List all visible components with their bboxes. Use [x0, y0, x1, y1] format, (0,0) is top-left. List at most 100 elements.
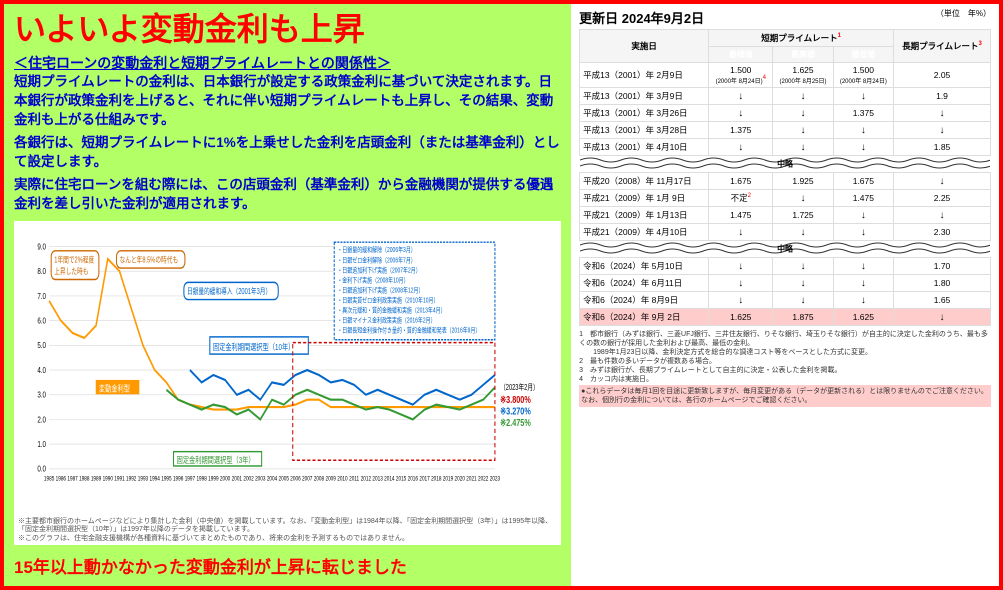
svg-text:日銀量的緩和導入（2001年3月）: 日銀量的緩和導入（2001年3月）	[187, 286, 271, 296]
svg-text:※2.475%: ※2.475%	[500, 417, 531, 428]
svg-text:・日銀実質ゼロ金利政策実施（2010年10月）: ・日銀実質ゼロ金利政策実施（2010年10月）	[337, 296, 438, 305]
svg-text:2012: 2012	[361, 476, 371, 483]
svg-text:1985: 1985	[44, 476, 54, 483]
svg-text:1989: 1989	[91, 476, 101, 483]
svg-text:・異次元緩和・質的金融緩和実施（2013年4月）: ・異次元緩和・質的金融緩和実施（2013年4月）	[337, 306, 445, 315]
svg-text:6.0: 6.0	[37, 316, 46, 326]
prime-rate-table: 実施日 短期プライムレート1 長期プライムレート3 最頻値 最高値 最低値 平成…	[579, 29, 991, 326]
svg-text:1996: 1996	[173, 476, 183, 483]
table-row: 平成21（2009）年 1月 9日不定2↓1.4752.25	[580, 190, 991, 207]
table-row: 平成13（2001）年 3月9日↓↓↓1.9	[580, 88, 991, 105]
svg-text:2015: 2015	[396, 476, 406, 483]
svg-text:0.0: 0.0	[37, 464, 46, 474]
svg-text:1995: 1995	[161, 476, 171, 483]
svg-text:2019: 2019	[443, 476, 453, 483]
th-long: 長期プライムレート3	[894, 30, 991, 63]
subtitle: ＜住宅ローンの変動金利と短期プライムレートとの関係性＞	[14, 53, 561, 73]
svg-text:4.0: 4.0	[37, 365, 46, 375]
svg-text:7.0: 7.0	[37, 291, 46, 301]
paragraph-2: 各銀行は、短期プライムレートに1%を上乗せした金利を店頭金利（または基準金利）と…	[14, 134, 561, 172]
left-panel: いよいよ変動金利も上昇 ＜住宅ローンの変動金利と短期プライムレートとの関係性＞ …	[4, 4, 571, 586]
svg-text:2022: 2022	[478, 476, 488, 483]
svg-text:上昇した時も: 上昇した時も	[54, 266, 88, 276]
svg-text:1987: 1987	[67, 476, 77, 483]
svg-text:なんと年8.5%の時代も: なんと年8.5%の時代も	[120, 255, 179, 265]
svg-text:2001: 2001	[232, 476, 242, 483]
svg-text:2014: 2014	[384, 476, 394, 483]
svg-text:2020: 2020	[455, 476, 465, 483]
svg-text:2007: 2007	[302, 476, 312, 483]
svg-text:2000: 2000	[220, 476, 230, 483]
th-prime: 短期プライムレート1	[709, 30, 894, 47]
svg-text:・日銀マイナス金利政策実施（2016年2月）: ・日銀マイナス金利政策実施（2016年2月）	[337, 316, 435, 325]
table-row: 令和6（2024）年 9月 2日1.6251.8751.625↓	[580, 309, 991, 326]
paragraph-3: 実際に住宅ローンを組む際には、この店頭金利（基準金利）から金融機関が提供する優遇…	[14, 176, 561, 214]
footer-line: 15年以上動かなかった変動金利が上昇に転じました	[14, 553, 561, 578]
svg-text:1999: 1999	[208, 476, 218, 483]
svg-text:1年間で2%程度: 1年間で2%程度	[54, 255, 94, 265]
table-row: 令和6（2024）年 8月9日↓↓↓1.65	[580, 292, 991, 309]
table-row: 平成13（2001）年 3月26日↓↓1.375↓	[580, 105, 991, 122]
table-footnotes: 1 都市銀行（みずほ銀行、三菱UFJ銀行、三井住友銀行、りそな銀行、埼玉りそな銀…	[579, 330, 991, 407]
headline: いよいよ変動金利も上昇	[14, 12, 561, 47]
svg-text:1990: 1990	[103, 476, 113, 483]
svg-text:固定金利期間選択型（3年）: 固定金利期間選択型（3年）	[177, 454, 255, 465]
table-row: 平成13（2001）年 3月28日1.375↓↓↓	[580, 122, 991, 139]
svg-text:2.0: 2.0	[37, 415, 46, 425]
svg-text:2009: 2009	[325, 476, 335, 483]
omit-row: 中略	[580, 241, 991, 258]
svg-text:5.0: 5.0	[37, 341, 46, 351]
right-panel: 更新日 2024年9月2日 （単位 年%） 実施日 短期プライムレート1 長期プ…	[571, 4, 999, 586]
svg-text:・日銀ゼロ金利解除（2006年7月）: ・日銀ゼロ金利解除（2006年7月）	[337, 256, 415, 265]
svg-text:2004: 2004	[267, 476, 277, 483]
svg-text:1998: 1998	[196, 476, 206, 483]
th-max: 最高値	[773, 47, 833, 63]
svg-text:1993: 1993	[138, 476, 148, 483]
th-date: 実施日	[580, 30, 709, 63]
svg-text:1991: 1991	[114, 476, 124, 483]
svg-text:2003: 2003	[255, 476, 265, 483]
svg-text:2008: 2008	[314, 476, 324, 483]
svg-text:1986: 1986	[56, 476, 66, 483]
svg-text:2016: 2016	[408, 476, 418, 483]
svg-text:変動金利型: 変動金利型	[99, 383, 130, 394]
rate-history-chart: 0.01.02.03.04.05.06.07.08.09.01985198619…	[14, 221, 561, 545]
svg-text:2005: 2005	[279, 476, 289, 483]
svg-text:・日銀量的緩和解除（2006年3月）: ・日銀量的緩和解除（2006年3月）	[337, 246, 415, 255]
svg-text:1997: 1997	[185, 476, 195, 483]
svg-text:固定金利期間選択型（10年）: 固定金利期間選択型（10年）	[213, 341, 294, 352]
svg-text:2011: 2011	[349, 476, 359, 483]
svg-text:2021: 2021	[466, 476, 476, 483]
svg-text:（2023年2月）: （2023年2月）	[500, 382, 539, 392]
svg-text:2010: 2010	[337, 476, 347, 483]
svg-text:・日銀追加利下げ実施（2007年2月）: ・日銀追加利下げ実施（2007年2月）	[337, 266, 420, 275]
table-row: 令和6（2024）年 5月10日↓↓↓1.70	[580, 258, 991, 275]
table-row: 平成21（2009）年 4月10日↓↓↓2.30	[580, 224, 991, 241]
paragraph-1: 短期プライムレートの金利は、日本銀行が設定する政策金利に基づいて決定されます。日…	[14, 73, 561, 130]
svg-text:2013: 2013	[372, 476, 382, 483]
table-row: 平成13（2001）年 4月10日↓↓↓1.85	[580, 139, 991, 156]
table-row: 平成13（2001）年 2月9日1.500(2000年 8月24日)41.625…	[580, 63, 991, 88]
svg-text:1988: 1988	[79, 476, 89, 483]
svg-text:2017: 2017	[419, 476, 429, 483]
svg-text:※3.800%: ※3.800%	[500, 394, 531, 405]
svg-text:3.0: 3.0	[37, 390, 46, 400]
svg-text:※3.270%: ※3.270%	[500, 406, 531, 417]
svg-text:・金利下げ実施（2008年10月）: ・金利下げ実施（2008年10月）	[337, 276, 408, 285]
table-row: 平成20（2008）年 11月17日1.6751.9251.675↓	[580, 173, 991, 190]
svg-text:9.0: 9.0	[37, 242, 46, 252]
th-most: 最頻値	[709, 47, 773, 63]
svg-text:2018: 2018	[431, 476, 441, 483]
update-date: 更新日 2024年9月2日	[579, 11, 704, 26]
svg-text:8.0: 8.0	[37, 266, 46, 276]
svg-text:・日銀長短金利操作付き量的・質的金融緩和発表（2016年9月: ・日銀長短金利操作付き量的・質的金融緩和発表（2016年9月）	[337, 326, 480, 335]
svg-text:2006: 2006	[290, 476, 300, 483]
svg-text:2023: 2023	[490, 476, 500, 483]
chart-footnote: ※主要都市銀行のホームページなどにより集計した金利（中央値）を掲載しています。な…	[18, 518, 557, 543]
svg-text:1994: 1994	[150, 476, 160, 483]
omit-row: 中略	[580, 156, 991, 173]
svg-text:2002: 2002	[243, 476, 253, 483]
table-row: 令和6（2024）年 6月11日↓↓↓1.80	[580, 275, 991, 292]
svg-text:1.0: 1.0	[37, 439, 46, 449]
unit-label: （単位 年%）	[936, 8, 991, 19]
